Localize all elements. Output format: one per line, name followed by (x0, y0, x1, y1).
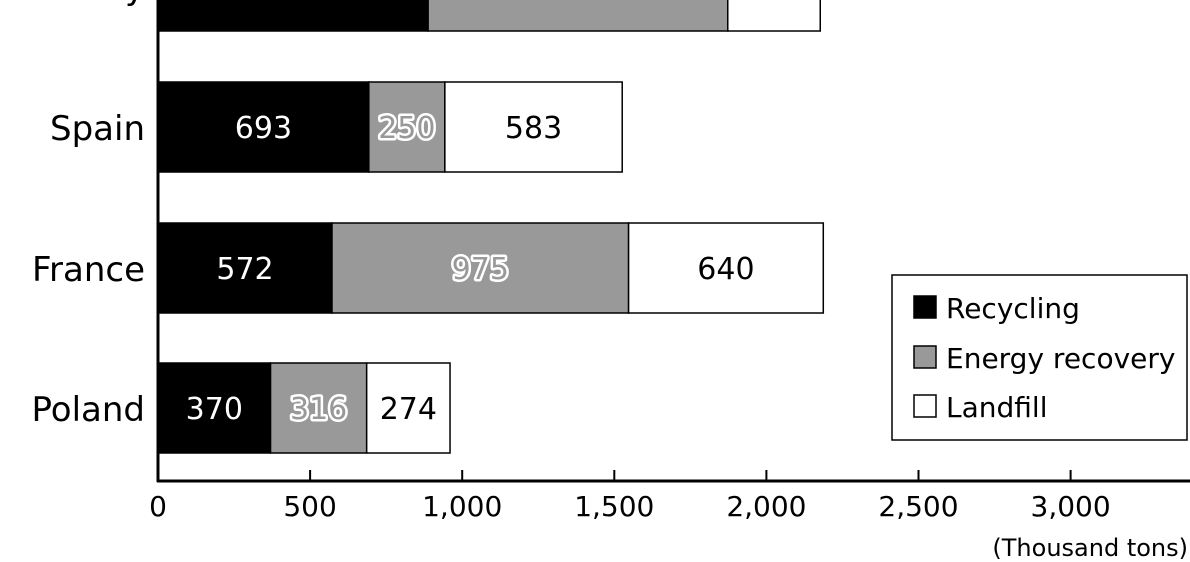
bar-spain-energy-recovery (368, 81, 446, 173)
value-label-italy-recycling: 888 (264, 0, 321, 5)
x-tick-label-2500: 2,500 (878, 490, 958, 523)
bar-poland-landfill (365, 362, 451, 454)
value-label-poland-landfill: 274 (380, 392, 437, 427)
x-tick-label-2000: 2,000 (726, 490, 806, 523)
legend-label-landfill: Landfill (946, 391, 1047, 424)
bar-france-recycling (157, 222, 333, 314)
bar-italy-energy-recovery (427, 0, 729, 32)
legend-box (891, 274, 1188, 441)
value-label-spain-recycling: 693 (235, 111, 292, 146)
bar-poland-recycling (157, 362, 272, 454)
value-label-italy-energy-recovery: 985 (549, 0, 606, 5)
value-label-poland-recycling: 370 (186, 392, 243, 427)
x-axis-ticks: 0 500 1,000 1,500 2,000 2,500 3,000 (149, 470, 1111, 523)
legend-swatch-energy-recovery (913, 345, 937, 369)
legend-label-recycling: Recycling (946, 292, 1080, 325)
bar-france-landfill (627, 222, 825, 314)
x-tick-label-0: 0 (149, 490, 167, 523)
x-axis-unit-label: (Thousand tons) (992, 534, 1188, 562)
value-label-france-energy-recovery: 975 (452, 252, 509, 287)
value-label-poland-energy-recovery: 316 (290, 392, 347, 427)
category-label-france: France (32, 250, 145, 290)
category-label-poland: Poland (31, 390, 145, 430)
bar-spain-recycling (157, 81, 370, 173)
bar-france-energy-recovery (331, 222, 630, 314)
bars-layer: 370 316 274 572 975 640 693 250 583 888 985 304 (157, 0, 825, 454)
legend: Recycling Energy recovery Landfill (891, 274, 1188, 441)
bar-italy-recycling (157, 0, 429, 32)
x-tick-label-1500: 1,500 (574, 490, 654, 523)
category-label-spain: Spain (50, 109, 145, 149)
value-label-france-landfill: 640 (697, 252, 754, 287)
category-label-italy: Italy (71, 0, 145, 8)
value-label-spain-energy-recovery: 250 (378, 111, 435, 146)
legend-swatch-recycling (913, 295, 937, 319)
legend-swatch-landfill (913, 394, 937, 418)
x-tick-label-500: 500 (283, 490, 336, 523)
x-tick-label-3000: 3,000 (1031, 490, 1111, 523)
bar-poland-energy-recovery (269, 362, 368, 454)
legend-label-energy-recovery: Energy recovery (946, 342, 1175, 375)
x-tick-label-1000: 1,000 (422, 490, 502, 523)
value-label-france-recycling: 572 (216, 252, 273, 287)
value-label-spain-landfill: 583 (505, 111, 562, 146)
bar-italy-landfill (727, 0, 821, 32)
category-labels: Poland France Spain Italy (31, 0, 145, 430)
value-label-italy-landfill: 304 (745, 0, 802, 5)
bar-spain-landfill (444, 81, 623, 173)
